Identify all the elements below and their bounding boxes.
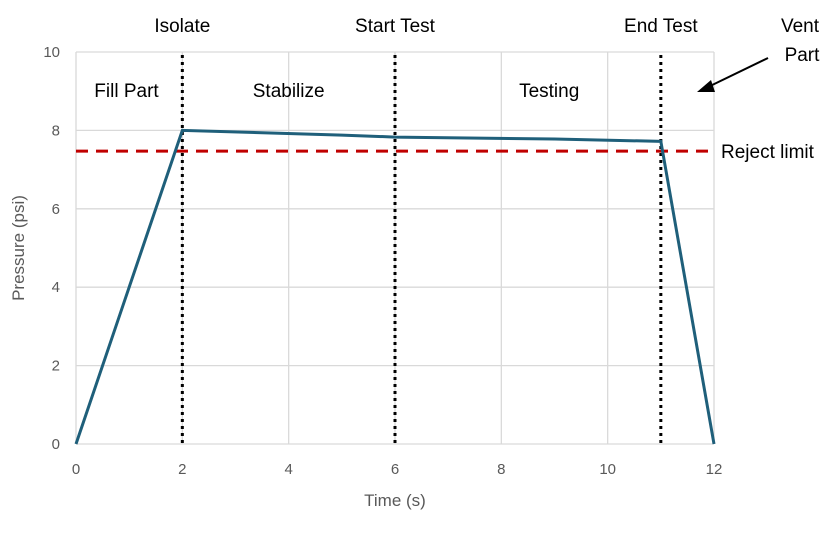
x-tick-label: 0 xyxy=(72,461,80,478)
reject-limit-label: Reject limit xyxy=(721,142,815,163)
x-tick-label: 6 xyxy=(391,461,399,478)
vent-label-line1: Vent xyxy=(781,16,820,37)
tick-labels: 0 2 4 6 8 10 0 2 4 6 8 10 12 xyxy=(43,44,722,478)
x-axis-label: Time (s) xyxy=(364,491,426,510)
phase-label: Fill Part xyxy=(94,81,159,102)
phase-markers: Isolate Start Test End Test xyxy=(154,16,698,444)
y-tick-label: 10 xyxy=(43,44,60,61)
phase-marker-label: Start Test xyxy=(355,16,436,37)
phase-label: Stabilize xyxy=(253,81,325,102)
y-axis-label: Pressure (psi) xyxy=(9,195,28,301)
y-tick-label: 2 xyxy=(52,358,60,375)
phase-marker-label: Isolate xyxy=(154,16,210,37)
y-tick-label: 6 xyxy=(52,201,60,218)
phase-label: Testing xyxy=(519,81,579,102)
y-tick-label: 8 xyxy=(52,122,60,139)
x-tick-label: 10 xyxy=(599,461,616,478)
phase-labels: Fill Part Stabilize Testing xyxy=(94,81,579,102)
vent-label-line2: Part xyxy=(785,45,821,66)
phase-marker-label: End Test xyxy=(624,16,698,37)
x-tick-label: 12 xyxy=(706,461,723,478)
x-tick-label: 4 xyxy=(284,461,292,478)
x-tick-label: 2 xyxy=(178,461,186,478)
y-tick-label: 0 xyxy=(52,436,60,453)
x-tick-label: 8 xyxy=(497,461,505,478)
pressure-series-line xyxy=(74,128,716,445)
vent-arrow xyxy=(697,57,769,92)
y-tick-label: 4 xyxy=(52,279,60,296)
